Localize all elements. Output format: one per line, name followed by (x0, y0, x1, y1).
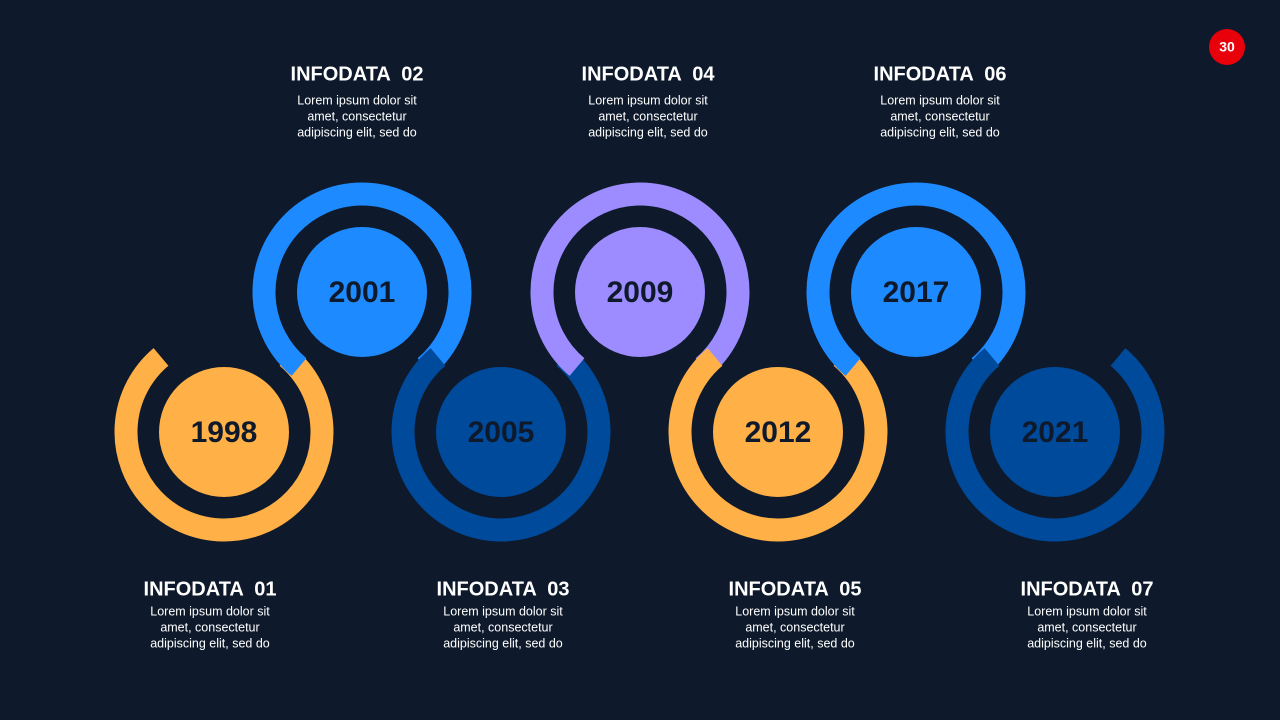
year-disc (436, 367, 566, 497)
year: 2001 (329, 276, 396, 309)
item-text: Lorem ipsum dolor sit (880, 93, 1000, 107)
year-disc (159, 367, 289, 497)
year-disc (713, 367, 843, 497)
year-disc (990, 367, 1120, 497)
ring (391, 348, 611, 542)
year: 2021 (1022, 416, 1089, 449)
item-text: adipiscing elit, sed do (443, 636, 563, 650)
item-text: amet, consectetur (1037, 620, 1136, 634)
ring (530, 182, 750, 376)
year: 1998 (191, 416, 258, 449)
ring (114, 348, 334, 542)
item-text: amet, consectetur (745, 620, 844, 634)
item-text: Lorem ipsum dolor sit (443, 604, 563, 618)
item-title: INFODATA 03 (437, 578, 570, 600)
year: 2017 (883, 276, 950, 309)
year: 2009 (607, 276, 674, 309)
item-text: amet, consectetur (453, 620, 552, 634)
item-text: Lorem ipsum dolor sit (297, 93, 417, 107)
item-title: INFODATA 01 (144, 578, 277, 600)
year-disc (851, 227, 981, 357)
item-title: INFODATA 06 (874, 63, 1007, 85)
item-text: amet, consectetur (890, 109, 989, 123)
item-title: INFODATA 04 (582, 63, 716, 85)
item-text: Lorem ipsum dolor sit (735, 604, 855, 618)
page-number: 30 (1219, 39, 1235, 55)
item-text: adipiscing elit, sed do (297, 125, 417, 139)
item-text: amet, consectetur (598, 109, 697, 123)
item-text: Lorem ipsum dolor sit (150, 604, 270, 618)
item-text: adipiscing elit, sed do (588, 125, 708, 139)
year: 2005 (468, 416, 535, 449)
item-text: Lorem ipsum dolor sit (1027, 604, 1147, 618)
item-text: amet, consectetur (160, 620, 259, 634)
ring (806, 182, 1026, 376)
item-text: Lorem ipsum dolor sit (588, 93, 708, 107)
ring (252, 182, 472, 376)
item-text: adipiscing elit, sed do (880, 125, 1000, 139)
year-disc (575, 227, 705, 357)
item-title: INFODATA 05 (729, 578, 862, 600)
item-title: INFODATA 07 (1021, 578, 1154, 600)
year-disc (297, 227, 427, 357)
item-text: adipiscing elit, sed do (735, 636, 855, 650)
year: 2012 (745, 416, 812, 449)
item-text: adipiscing elit, sed do (1027, 636, 1147, 650)
item-text: adipiscing elit, sed do (150, 636, 270, 650)
item-text: amet, consectetur (307, 109, 406, 123)
ring (945, 348, 1165, 542)
page-badge (1209, 29, 1245, 65)
ring (668, 348, 888, 542)
item-title: INFODATA 02 (291, 63, 424, 85)
